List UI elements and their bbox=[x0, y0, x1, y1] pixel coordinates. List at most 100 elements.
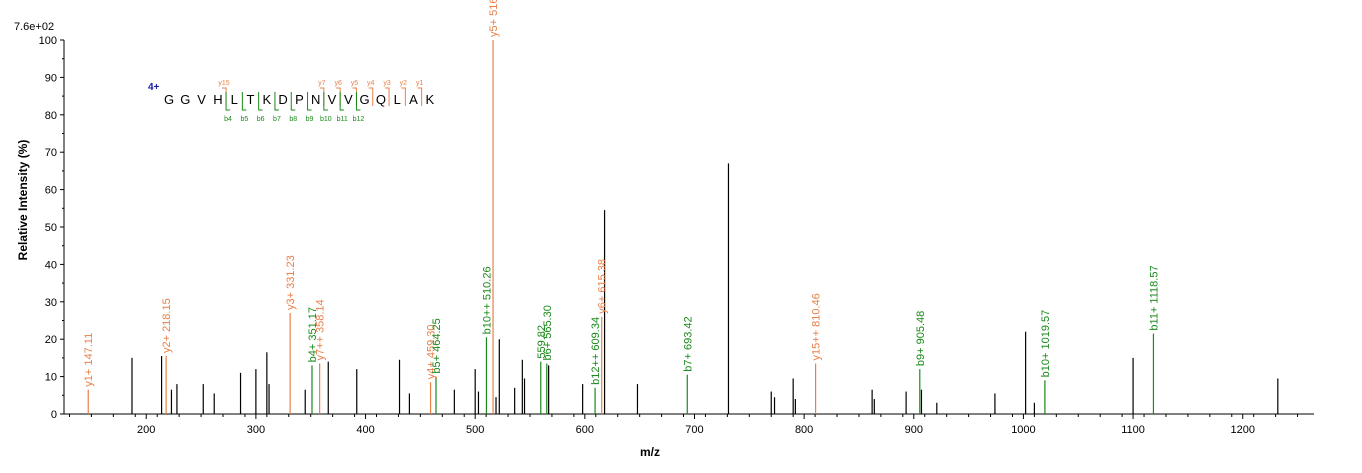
b-ion-label: b4 bbox=[224, 116, 232, 123]
peak-label: y3+ 331.23 bbox=[285, 255, 297, 310]
b-ion-label: b7 bbox=[273, 116, 281, 123]
peak-label: 559.82 bbox=[536, 325, 548, 359]
y-tick-label: 10 bbox=[45, 372, 57, 384]
residue: H bbox=[213, 92, 222, 107]
y-ion-label: y3 bbox=[383, 80, 391, 87]
peak-labels: y1+ 147.11 y2+ 218.15 y3+ 331.23 b4+ 351.17… bbox=[83, 0, 1160, 387]
y-ion-bracket bbox=[401, 87, 406, 106]
b-ion-label: b9 bbox=[306, 116, 314, 123]
x-tick-label: 800 bbox=[795, 424, 813, 436]
x-tick-label: 1100 bbox=[1121, 424, 1145, 436]
y-ion-label: y2 bbox=[400, 80, 408, 87]
residue: D bbox=[278, 92, 287, 107]
residue: T bbox=[247, 92, 255, 107]
y-ion-bracket bbox=[352, 87, 357, 106]
residue: V bbox=[197, 92, 206, 107]
y-ion-label: y15 bbox=[218, 80, 229, 87]
b-ion-bracket bbox=[290, 92, 296, 111]
residue: G bbox=[180, 92, 190, 107]
y-tick-label: 0 bbox=[51, 409, 57, 421]
b-ion-label: b8 bbox=[289, 116, 297, 123]
y-tick-label: 80 bbox=[45, 110, 57, 122]
b-ion-bracket bbox=[225, 92, 231, 111]
y-ion-label: y5 bbox=[351, 80, 359, 87]
b-ion-label: b12 bbox=[353, 116, 365, 123]
y-ion-bracket bbox=[319, 87, 325, 106]
b-ion-label: b6 bbox=[257, 116, 265, 123]
y-tick-label: 50 bbox=[45, 222, 57, 234]
x-tick-label: 400 bbox=[356, 424, 374, 436]
y-ion-label: y4 bbox=[367, 80, 375, 87]
x-tick-label: 300 bbox=[247, 424, 265, 436]
y-ion-bracket bbox=[222, 87, 227, 106]
peak-label: y2+ 218.15 bbox=[161, 298, 173, 353]
peak-label: b6+ 565.30 bbox=[542, 305, 554, 360]
y-tick-label: 70 bbox=[45, 147, 57, 159]
peak-label: b5+ 464.25 bbox=[431, 318, 443, 373]
x-tick-label: 1200 bbox=[1230, 424, 1254, 436]
peak-label: b9+ 905.48 bbox=[915, 311, 927, 366]
x-tick-label: 900 bbox=[905, 424, 923, 436]
x-tick-label: 1000 bbox=[1011, 424, 1035, 436]
x-tick-label: 200 bbox=[137, 424, 155, 436]
y-tick-label: 100 bbox=[39, 35, 57, 47]
b-ion-bracket bbox=[258, 92, 263, 111]
peak-label: y6+ 615.38 bbox=[597, 259, 609, 314]
b-ion-label: b11 bbox=[337, 116, 348, 123]
residue: L bbox=[394, 92, 401, 107]
peak-label: b10+ 1019.57 bbox=[1040, 310, 1052, 378]
x-tick-label: 700 bbox=[685, 424, 703, 436]
peak-label: y1+ 147.11 bbox=[83, 333, 95, 387]
peaks bbox=[87, 40, 1279, 414]
y-ion-label: y7 bbox=[318, 80, 326, 87]
y-ion-label: y1 bbox=[416, 80, 424, 87]
y-ion-label: y6 bbox=[334, 80, 342, 87]
b-ion-label: b10 bbox=[320, 116, 332, 123]
b-ion-bracket bbox=[339, 92, 345, 111]
residue: Q bbox=[376, 92, 386, 107]
b-ion-label: b5 bbox=[240, 116, 248, 123]
peak-label: b12++ 609.34 bbox=[590, 317, 602, 385]
b-ion-bracket bbox=[323, 92, 328, 111]
x-axis-title: m/z bbox=[640, 445, 660, 459]
peak-label: b7+ 693.42 bbox=[682, 316, 694, 371]
residue: V bbox=[328, 92, 337, 107]
peak-label: y15++ 810.46 bbox=[811, 293, 823, 360]
x-tick-label: 600 bbox=[576, 424, 594, 436]
residue: V bbox=[344, 92, 353, 107]
residue: A bbox=[409, 92, 418, 107]
y-ion-bracket bbox=[368, 87, 374, 106]
residue: N bbox=[311, 92, 320, 107]
y-tick-label: 20 bbox=[45, 334, 57, 346]
peak-label: b11+ 1118.57 bbox=[1148, 265, 1160, 330]
y-ion-bracket bbox=[336, 87, 341, 106]
residue: P bbox=[295, 92, 304, 107]
y-ion-bracket bbox=[385, 87, 390, 106]
residue: L bbox=[231, 92, 238, 107]
axes: 0 10 20 30 40 50 60 70 80 90 100 200 300 400 500 600 700… bbox=[39, 35, 1314, 436]
y-tick-label: 90 bbox=[45, 72, 57, 84]
peak-label: b10++ 510.26 bbox=[481, 266, 493, 334]
residue: K bbox=[425, 92, 434, 107]
x-tick-label: 500 bbox=[466, 424, 484, 436]
charge-state: 4+ bbox=[148, 82, 160, 93]
b-ion-bracket bbox=[307, 92, 312, 111]
y-tick-label: 40 bbox=[45, 259, 57, 271]
peak-label: b4+ 351.17 bbox=[307, 307, 319, 362]
b-ion-bracket bbox=[241, 92, 247, 111]
y-axis-title: Relative Intensity (%) bbox=[16, 140, 30, 261]
y-tick-label: 30 bbox=[45, 297, 57, 309]
peak-label: y5+ 516.3 bbox=[488, 0, 500, 37]
residue: K bbox=[262, 92, 271, 107]
y-ion-bracket bbox=[417, 87, 423, 106]
residue: G bbox=[360, 92, 370, 107]
peak-label: y7++ 358.14 bbox=[315, 299, 327, 360]
residue: G bbox=[164, 92, 174, 107]
max-intensity-label: 7.6e+02 bbox=[14, 21, 54, 33]
y-tick-label: 60 bbox=[45, 185, 57, 197]
b-ion-bracket bbox=[274, 92, 279, 111]
peak-label: y4+ 459.30 bbox=[426, 324, 438, 379]
b-ion-bracket bbox=[355, 92, 361, 111]
